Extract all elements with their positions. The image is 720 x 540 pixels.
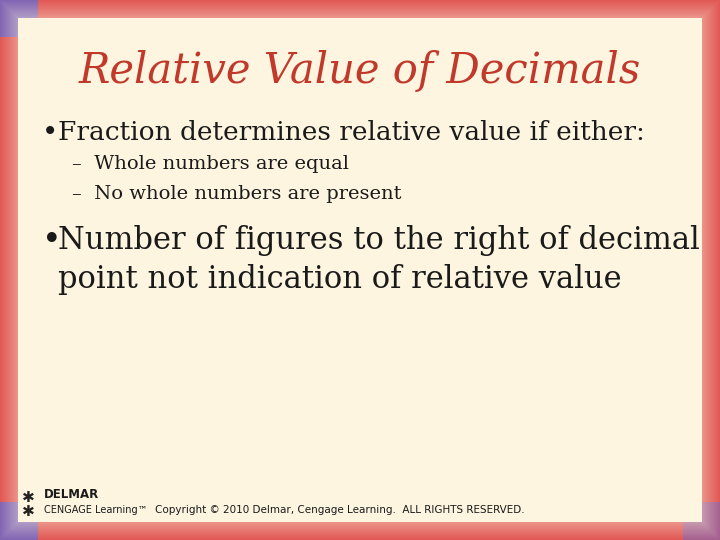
Text: Fraction determines relative value if either:: Fraction determines relative value if ei… — [58, 120, 645, 145]
Text: ✱: ✱ — [22, 504, 35, 519]
Text: •: • — [42, 225, 62, 257]
Text: ✱: ✱ — [22, 490, 35, 505]
Text: Number of figures to the right of decimal
point not indication of relative value: Number of figures to the right of decima… — [58, 225, 700, 295]
Text: DELMAR: DELMAR — [44, 488, 99, 501]
Text: •: • — [42, 120, 58, 147]
Text: –  Whole numbers are equal: – Whole numbers are equal — [72, 155, 349, 173]
Text: CENGAGE Learning™: CENGAGE Learning™ — [44, 505, 148, 515]
Text: Copyright © 2010 Delmar, Cengage Learning.  ALL RIGHTS RESERVED.: Copyright © 2010 Delmar, Cengage Learnin… — [155, 505, 525, 515]
Text: –  No whole numbers are present: – No whole numbers are present — [72, 185, 402, 203]
Text: Relative Value of Decimals: Relative Value of Decimals — [79, 50, 641, 92]
